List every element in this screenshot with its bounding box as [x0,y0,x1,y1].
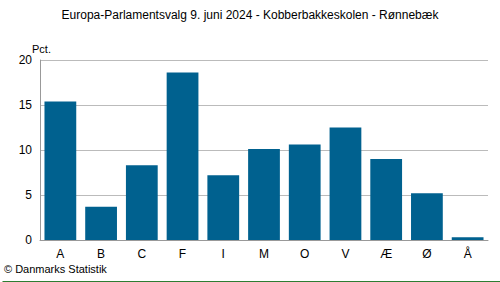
svg-text:20: 20 [19,53,33,67]
svg-text:15: 15 [19,98,33,112]
svg-text:Europa-Parlamentsvalg 9. juni: Europa-Parlamentsvalg 9. juni 2024 - Kob… [62,8,440,22]
svg-text:F: F [179,247,186,261]
svg-text:B: B [97,247,105,261]
svg-text:Ø: Ø [422,247,431,261]
svg-text:5: 5 [25,188,32,202]
svg-text:10: 10 [19,143,33,157]
svg-text:A: A [56,247,64,261]
svg-text:M: M [259,247,269,261]
svg-text:© Danmarks Statistik: © Danmarks Statistik [4,263,107,275]
svg-text:V: V [341,247,349,261]
svg-text:I: I [222,247,225,261]
svg-text:Æ: Æ [380,247,392,261]
svg-text:C: C [137,247,146,261]
svg-text:O: O [300,247,309,261]
svg-text:Pct.: Pct. [32,43,51,55]
svg-text:Å: Å [464,246,472,261]
svg-text:0: 0 [25,233,32,247]
